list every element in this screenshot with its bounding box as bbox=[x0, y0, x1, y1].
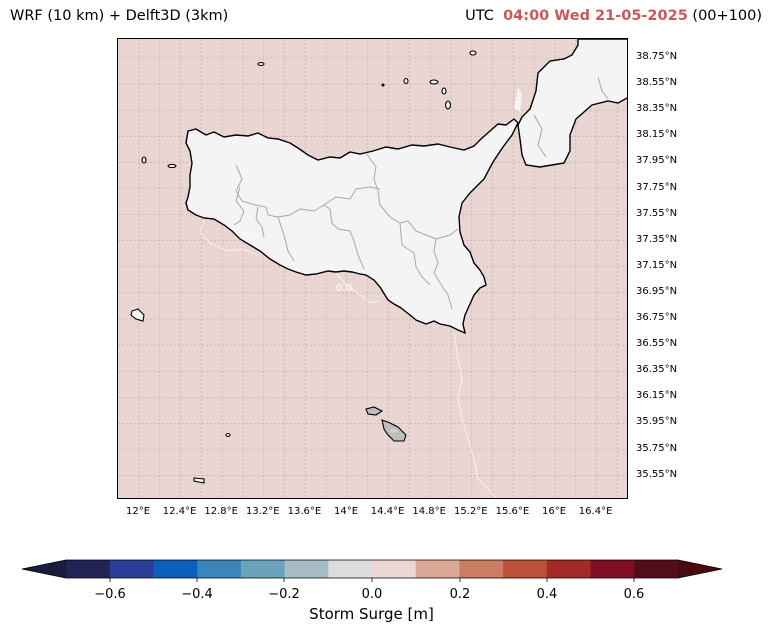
forecast-step: (00+100) bbox=[692, 8, 762, 24]
colorbar-segment bbox=[284, 560, 329, 578]
lon-label: 15.2°E bbox=[454, 506, 488, 517]
colorbar-tick-label: −0.4 bbox=[181, 587, 213, 602]
forecast-time-title: UTC 04:00 Wed 21-05-2025 (00+100) bbox=[465, 8, 762, 24]
lat-label: 38.75°N bbox=[636, 51, 678, 62]
lon-label: 14.4°E bbox=[370, 506, 405, 517]
calabria-land bbox=[517, 39, 627, 168]
province-boundaries bbox=[233, 76, 609, 310]
colorbar-tick-label: −0.2 bbox=[268, 587, 300, 602]
colorbar-segment bbox=[503, 560, 548, 578]
colorbar-segment bbox=[372, 560, 417, 578]
lat-label: 35.55°N bbox=[636, 468, 678, 480]
colorbar-tick-label: 0.6 bbox=[623, 587, 645, 602]
colorbar-tick-label: −0.6 bbox=[94, 587, 126, 602]
lon-label: 12.4°E bbox=[162, 506, 197, 517]
contour-label-2: 0.0 bbox=[336, 283, 352, 294]
utc-label: UTC bbox=[465, 8, 494, 24]
colorbar-segment bbox=[240, 560, 286, 578]
colorbar-segment bbox=[634, 560, 679, 578]
colorbar-segment bbox=[590, 560, 635, 578]
lon-label: 14°E bbox=[333, 506, 359, 517]
colorbar-segment bbox=[66, 560, 111, 578]
lon-label: 16.4°E bbox=[578, 506, 613, 517]
lon-label: 12°E bbox=[125, 506, 151, 517]
forecast-datetime: 04:00 Wed 21-05-2025 bbox=[503, 8, 688, 24]
lat-label: 36.35°N bbox=[636, 364, 678, 376]
lat-label: 37.75°N bbox=[636, 181, 678, 193]
lat-label: 36.55°N bbox=[636, 338, 678, 350]
lat-label: 37.55°N bbox=[636, 207, 678, 219]
lon-label: 13.2°E bbox=[246, 506, 280, 517]
lat-label: 37.95°N bbox=[636, 155, 678, 167]
lat-label: 37.15°N bbox=[636, 259, 678, 271]
lat-label: 38.35°N bbox=[636, 103, 678, 115]
lon-label: 14.8°E bbox=[412, 506, 446, 517]
colorbar-segment bbox=[328, 560, 373, 578]
colorbar-tick-label: 0.0 bbox=[361, 587, 383, 602]
lon-label: 12.8°E bbox=[204, 506, 238, 517]
colorbar-tick-label: 0.4 bbox=[536, 587, 558, 602]
colorbar-outline bbox=[21, 559, 723, 579]
lat-label: 35.75°N bbox=[636, 442, 678, 454]
sicily-land bbox=[185, 118, 519, 335]
colorbar-tick-label: 0.2 bbox=[449, 587, 471, 602]
lon-label: 15.6°E bbox=[495, 506, 530, 517]
lat-label: 37.35°N bbox=[636, 233, 678, 245]
graticule bbox=[118, 39, 627, 498]
colorbar-segment bbox=[197, 560, 242, 578]
colorbar-segment bbox=[109, 560, 154, 578]
lon-label: 13.6°E bbox=[287, 506, 322, 517]
map-title: WRF (10 km) + Delft3D (3km) bbox=[10, 8, 229, 24]
lat-label: 36.95°N bbox=[636, 285, 678, 297]
colorbar-extend-max bbox=[678, 560, 722, 578]
lat-label: 36.15°N bbox=[636, 390, 678, 402]
colorbar-extend-min bbox=[22, 560, 66, 578]
colorbar-segment bbox=[415, 560, 460, 578]
malta-surge-patch bbox=[390, 429, 398, 433]
lat-label: 35.95°N bbox=[636, 416, 678, 428]
colorbar-segment bbox=[153, 560, 198, 578]
map-panel[interactable]: 0.0 0.0 bbox=[117, 38, 628, 499]
colorbar-segment bbox=[546, 560, 592, 578]
map-canvas: 0.0 0.0 bbox=[118, 39, 627, 498]
lon-label: 16°E bbox=[541, 506, 567, 517]
colorbar bbox=[21, 559, 723, 582]
lat-label: 38.15°N bbox=[636, 129, 678, 141]
lat-label: 38.55°N bbox=[636, 77, 678, 89]
lat-label: 36.75°N bbox=[636, 312, 678, 323]
colorbar-label: Storm Surge [m] bbox=[309, 605, 434, 623]
calabria-coast-detail bbox=[514, 87, 522, 111]
colorbar-segment bbox=[459, 560, 504, 578]
surge-contours bbox=[199, 218, 497, 498]
contour-label-1: 0.0 bbox=[242, 230, 258, 241]
